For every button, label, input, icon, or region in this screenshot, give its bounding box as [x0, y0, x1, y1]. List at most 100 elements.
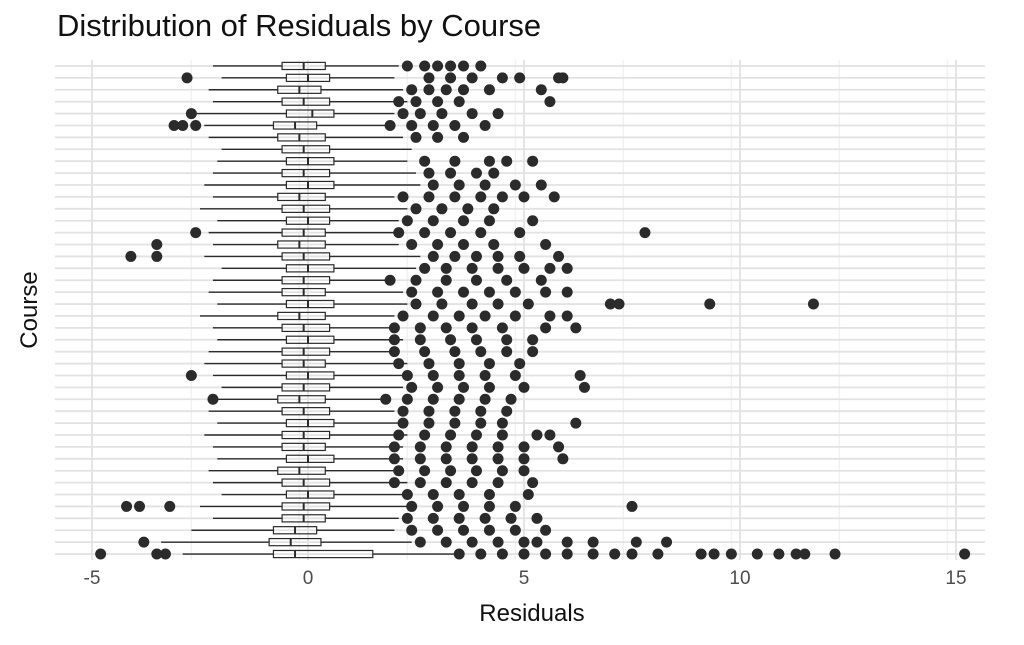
outlier-point: [466, 262, 478, 274]
outlier-point: [419, 60, 431, 72]
outlier-point: [479, 119, 491, 131]
outlier-point: [475, 405, 487, 417]
outlier-point: [544, 429, 556, 441]
outlier-point: [384, 119, 396, 131]
outlier-point: [168, 119, 180, 131]
outlier-point: [410, 203, 422, 215]
box: [277, 192, 326, 202]
outlier-point: [427, 310, 439, 322]
outlier-point: [522, 298, 534, 310]
outlier-point: [388, 441, 400, 453]
outlier-point: [410, 131, 422, 143]
outlier-point: [527, 477, 539, 489]
outlier-point: [535, 84, 547, 96]
outlier-point: [609, 548, 621, 560]
outlier-point: [419, 429, 431, 441]
outlier-point: [492, 441, 504, 453]
x-axis-label: Residuals: [479, 600, 585, 627]
outlier-point: [406, 286, 418, 298]
outlier-point: [185, 369, 197, 381]
outlier-point: [151, 239, 163, 251]
outlier-point: [466, 477, 478, 489]
outlier-point: [393, 96, 405, 108]
box: [277, 395, 326, 404]
outlier-point: [427, 119, 439, 131]
outlier-point: [587, 548, 599, 560]
outlier-point: [440, 477, 452, 489]
outlier-point: [514, 358, 526, 370]
outlier-point: [453, 548, 465, 560]
outlier-point: [661, 536, 673, 548]
outlier-point: [410, 298, 422, 310]
outlier-point: [453, 358, 465, 370]
outlier-point: [475, 548, 487, 560]
outlier-point: [458, 239, 470, 251]
outlier-point: [540, 322, 552, 334]
outlier-point: [414, 536, 426, 548]
outlier-point: [531, 429, 543, 441]
outlier-point: [423, 405, 435, 417]
outlier-point: [393, 358, 405, 370]
outlier-point: [427, 369, 439, 381]
box: [268, 537, 322, 547]
outlier-point: [483, 381, 495, 393]
outlier-point: [496, 322, 508, 334]
box: [285, 371, 335, 380]
outlier-point: [458, 84, 470, 96]
outlier-point: [445, 60, 457, 72]
outlier-point: [604, 298, 616, 310]
outlier-point: [501, 334, 513, 346]
outlier-point: [496, 72, 508, 84]
outlier-point: [518, 441, 530, 453]
outlier-point: [475, 346, 487, 358]
outlier-point: [449, 250, 461, 262]
x-tick-label: 5: [519, 568, 530, 589]
box: [277, 240, 326, 249]
outlier-point: [190, 227, 202, 239]
outlier-point: [453, 489, 465, 501]
outlier-point: [419, 346, 431, 358]
outlier-point: [397, 310, 409, 322]
outlier-point: [483, 155, 495, 167]
outlier-point: [799, 548, 811, 560]
outlier-point: [535, 274, 547, 286]
outlier-point: [449, 405, 461, 417]
outlier-point: [432, 500, 444, 512]
outlier-point: [414, 334, 426, 346]
outlier-point: [531, 512, 543, 524]
outlier-point: [518, 465, 530, 477]
box: [281, 252, 331, 261]
box: [281, 204, 331, 213]
outlier-point: [466, 453, 478, 465]
outlier-point: [561, 310, 573, 322]
outlier-point: [570, 322, 582, 334]
outlier-point: [492, 477, 504, 489]
outlier-point: [440, 453, 452, 465]
outlier-point: [436, 108, 448, 120]
outlier-point: [492, 298, 504, 310]
x-tick-label: -5: [84, 568, 101, 589]
x-tick-label: 0: [303, 568, 314, 589]
outlier-point: [531, 536, 543, 548]
outlier-point: [458, 500, 470, 512]
outlier-point: [159, 548, 171, 560]
outlier-point: [540, 286, 552, 298]
outlier-point: [518, 262, 530, 274]
outlier-point: [708, 548, 720, 560]
outlier-point: [445, 227, 457, 239]
outlier-point: [449, 346, 461, 358]
box: [285, 180, 335, 190]
outlier-point: [458, 60, 470, 72]
outlier-point: [125, 250, 137, 262]
outlier-point: [445, 465, 457, 477]
outlier-point: [492, 536, 504, 548]
outlier-point: [449, 191, 461, 203]
outlier-point: [544, 96, 556, 108]
outlier-point: [380, 393, 392, 405]
outlier-point: [544, 310, 556, 322]
box: [281, 383, 331, 392]
outlier-point: [423, 191, 435, 203]
outlier-point: [414, 322, 426, 334]
outlier-point: [518, 453, 530, 465]
